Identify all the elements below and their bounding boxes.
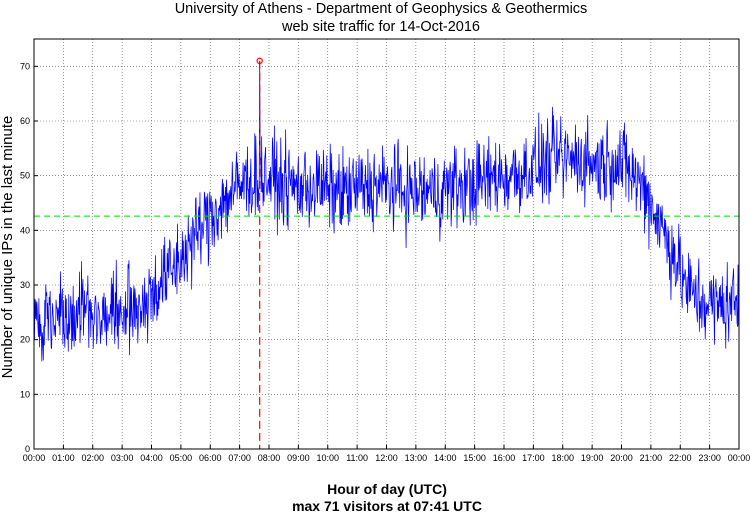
grid [34, 39, 739, 449]
x-tick-label: 19:00 [581, 453, 604, 463]
x-tick-label: 06:00 [199, 453, 222, 463]
x-axis-label: Hour of day (UTC) [327, 481, 447, 497]
y-tick-label: 20 [20, 335, 30, 345]
y-tick-label: 30 [20, 280, 30, 290]
max-annotation: max 71 visitors at 07:41 UTC [292, 498, 482, 514]
x-tick-label: 01:00 [52, 453, 75, 463]
y-tick-label: 70 [20, 61, 30, 71]
plot-frame [33, 38, 740, 450]
y-ticks: 0 10 20 30 40 50 60 70 [20, 61, 38, 454]
x-tick-label: 12:00 [375, 453, 398, 463]
max-marker-point [256, 57, 263, 65]
x-tick-label: 05:00 [170, 453, 193, 463]
y-tick-label: 0 [25, 444, 30, 454]
x-tick-label: 11:00 [346, 453, 368, 463]
chart-subtitle: web site traffic for 14-Oct-2016 [281, 19, 480, 35]
y-tick-label: 10 [20, 389, 30, 399]
x-tick-label: 16:00 [493, 453, 516, 463]
x-tick-label: 00:00 [728, 453, 750, 463]
x-tick-label: 09:00 [287, 453, 310, 463]
x-tick-label: 10:00 [316, 453, 339, 463]
x-tick-label: 13:00 [405, 453, 428, 463]
x-tick-label: 18:00 [551, 453, 574, 463]
y-tick-label: 40 [20, 225, 30, 235]
plot-area [33, 57, 740, 449]
x-ticks: 00:00 01:00 02:00 03:00 04:00 05:00 06:00 07:00… [23, 445, 750, 463]
x-tick-label: 17:00 [522, 453, 545, 463]
y-tick-label: 50 [20, 171, 30, 181]
x-tick-label: 03:00 [111, 453, 134, 463]
x-tick-label: 07:00 [228, 453, 251, 463]
y-tick-label: 60 [20, 116, 30, 126]
x-tick-label: 00:00 [23, 453, 46, 463]
x-tick-label: 21:00 [640, 453, 663, 463]
y-axis-label: Number of unique IPs in the last minute [0, 116, 16, 379]
traffic-series-line [33, 60, 740, 362]
x-tick-label: 02:00 [81, 453, 104, 463]
x-tick-label: 15:00 [463, 453, 486, 463]
x-tick-label: 04:00 [140, 453, 163, 463]
x-tick-label: 22:00 [669, 453, 692, 463]
x-tick-label: 20:00 [610, 453, 633, 463]
x-tick-label: 23:00 [698, 453, 721, 463]
chart-title: University of Athens - Department of Geo… [175, 1, 588, 17]
x-tick-label: 14:00 [434, 453, 457, 463]
x-tick-label: 08:00 [258, 453, 281, 463]
